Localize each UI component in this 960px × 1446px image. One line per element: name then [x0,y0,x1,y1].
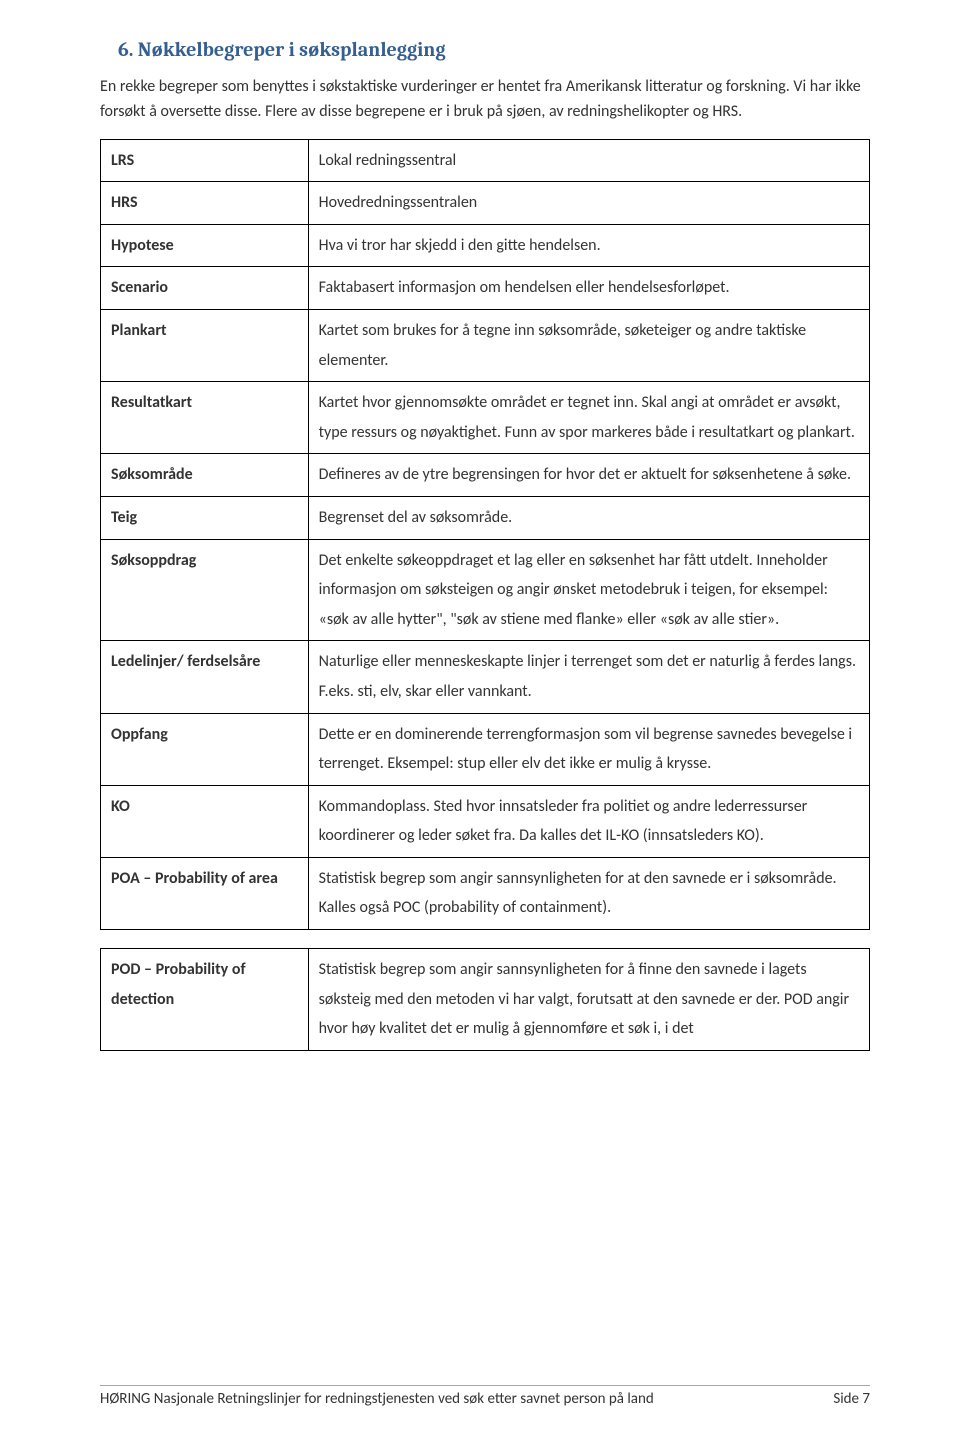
definition-cell: Hovedredningssentralen [308,182,869,225]
term-cell: Scenario [101,267,309,310]
term-cell: HRS [101,182,309,225]
term-cell: POD – Probability of detection [101,949,309,1051]
term-cell: LRS [101,139,309,182]
term-cell: Søksoppdrag [101,539,309,641]
table-row: ScenarioFaktabasert informasjon om hende… [101,267,870,310]
intro-paragraph: En rekke begreper som benyttes i søkstak… [100,75,870,125]
term-cell: Søksområde [101,454,309,497]
section-heading: 6. Nøkkelbegreper i søksplanlegging [100,38,870,61]
definition-cell: Hva vi tror har skjedd i den gitte hende… [308,224,869,267]
table-row: ResultatkartKartet hvor gjennomsøkte omr… [101,382,870,454]
term-cell: Teig [101,496,309,539]
definition-cell: Lokal redningssentral [308,139,869,182]
term-cell: POA – Probability of area [101,857,309,929]
page-footer: HØRING Nasjonale Retningslinjer for redn… [100,1385,870,1408]
definition-cell: Faktabasert informasjon om hendelsen ell… [308,267,869,310]
term-cell: KO [101,785,309,857]
definition-cell: Kartet hvor gjennomsøkte området er tegn… [308,382,869,454]
table-row: TeigBegrenset del av søksområde. [101,496,870,539]
table-row: SøksoppdragDet enkelte søkeoppdraget et … [101,539,870,641]
table-row: OppfangDette er en dominerende terrengfo… [101,713,870,785]
term-cell: Hypotese [101,224,309,267]
definition-cell: Dette er en dominerende terrengformasjon… [308,713,869,785]
definition-cell: Kommandoplass. Sted hvor innsatsleder fr… [308,785,869,857]
term-cell: Ledelinjer/ ferdselsåre [101,641,309,713]
table-row: HypoteseHva vi tror har skjedd i den git… [101,224,870,267]
table-row: Ledelinjer/ ferdselsåreNaturlige eller m… [101,641,870,713]
definition-cell: Statistisk begrep som angir sannsynlighe… [308,857,869,929]
definitions-table-2: POD – Probability of detectionStatistisk… [100,948,870,1051]
definition-cell: Naturlige eller menneskeskapte linjer i … [308,641,869,713]
term-cell: Oppfang [101,713,309,785]
definition-cell: Defineres av de ytre begrensingen for hv… [308,454,869,497]
table-row: HRSHovedredningssentralen [101,182,870,225]
term-cell: Plankart [101,309,309,381]
definition-cell: Begrenset del av søksområde. [308,496,869,539]
definitions-table-1: LRSLokal redningssentralHRSHovedrednings… [100,139,870,930]
table-row: POA – Probability of areaStatistisk begr… [101,857,870,929]
footer-page-number: Side 7 [833,1390,870,1408]
definition-cell: Det enkelte søkeoppdraget et lag eller e… [308,539,869,641]
term-cell: Resultatkart [101,382,309,454]
table-row: POD – Probability of detectionStatistisk… [101,949,870,1051]
table-row: KOKommandoplass. Sted hvor innsatsleder … [101,785,870,857]
table-row: LRSLokal redningssentral [101,139,870,182]
definition-cell: Kartet som brukes for å tegne inn søksom… [308,309,869,381]
table-row: PlankartKartet som brukes for å tegne in… [101,309,870,381]
definition-cell: Statistisk begrep som angir sannsynlighe… [308,949,869,1051]
table-row: SøksområdeDefineres av de ytre begrensin… [101,454,870,497]
footer-text-left: HØRING Nasjonale Retningslinjer for redn… [100,1390,654,1408]
